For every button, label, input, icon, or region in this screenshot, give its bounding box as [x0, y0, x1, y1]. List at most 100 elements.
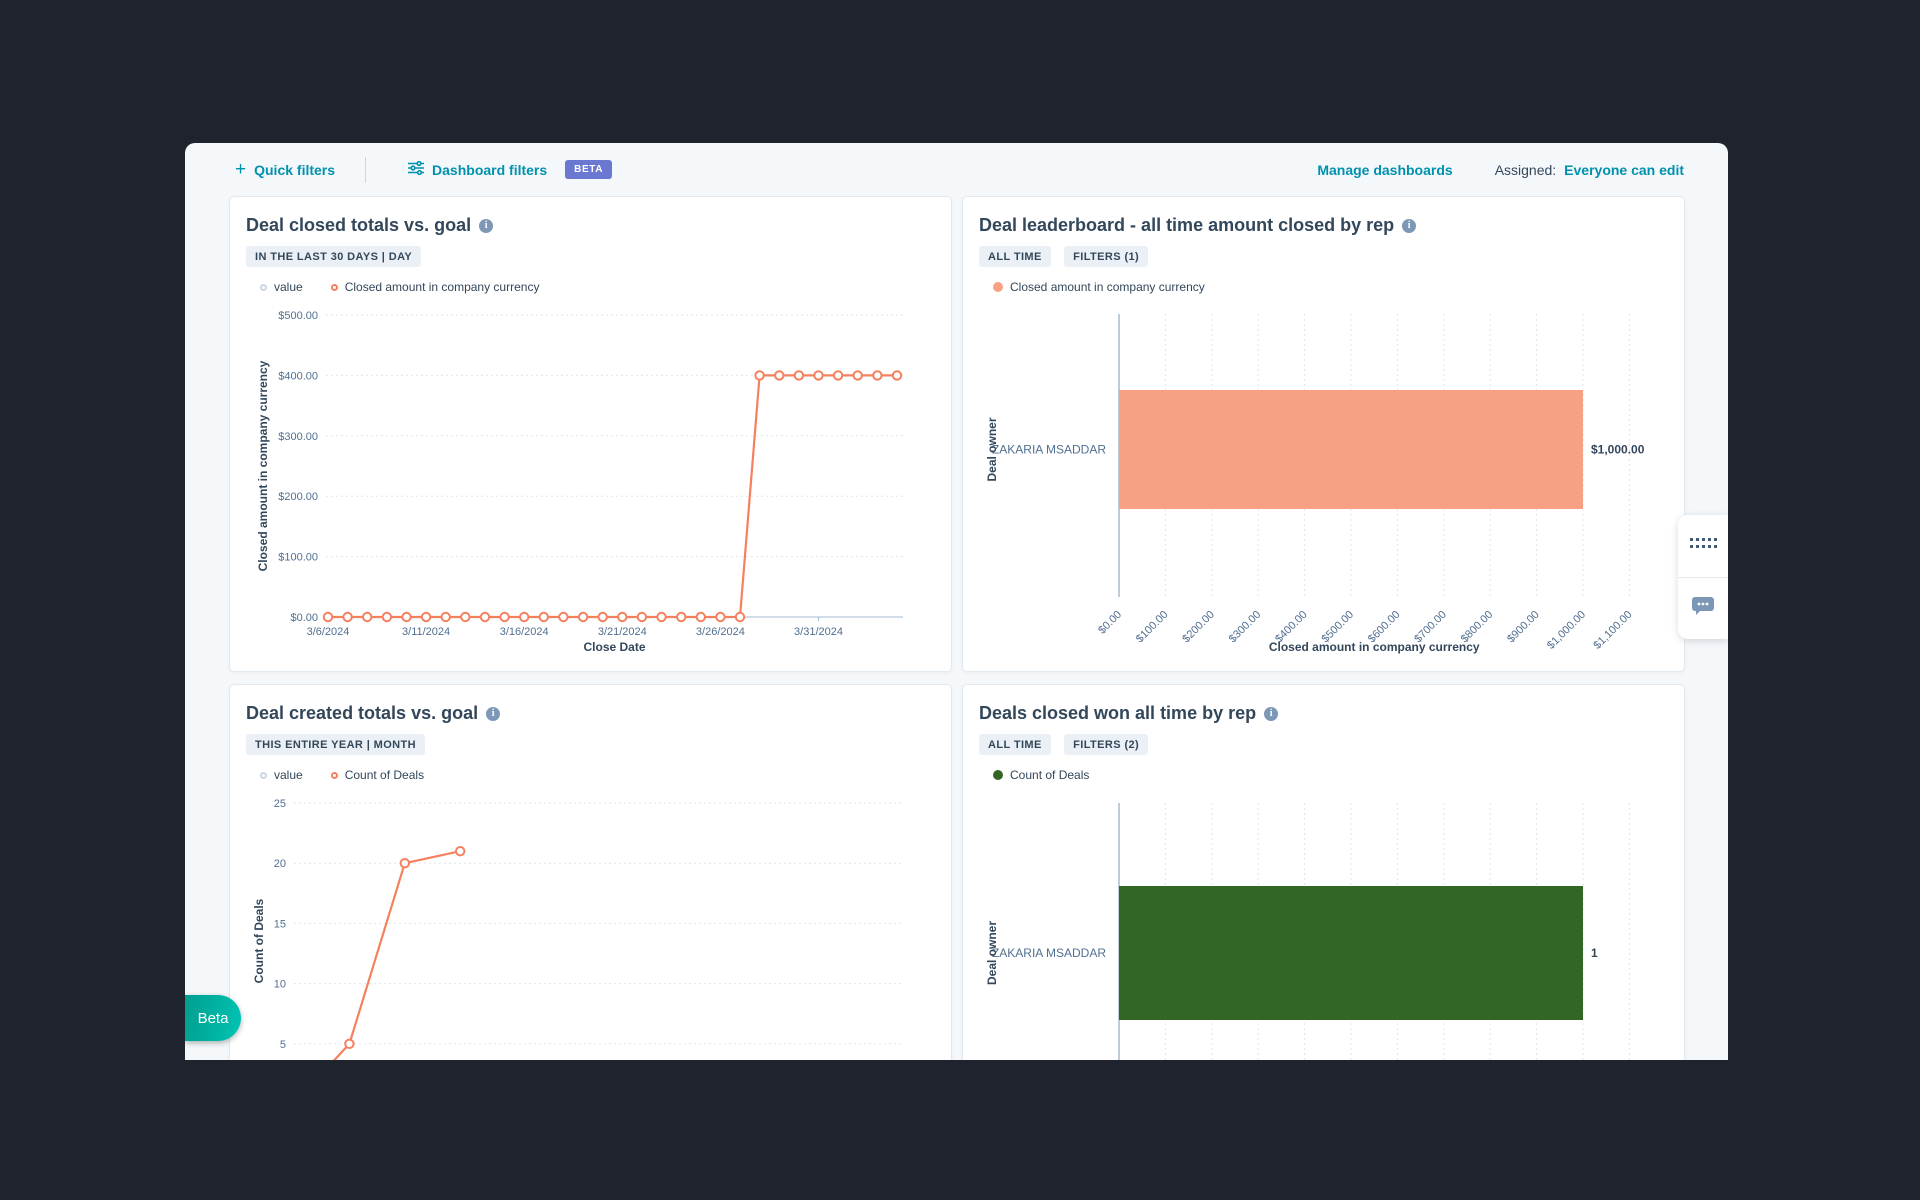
info-icon[interactable]: i: [479, 218, 494, 233]
date-range-chip: ALL TIME: [979, 246, 1051, 267]
legend-marker-icon: [260, 771, 267, 779]
svg-text:5: 5: [280, 1039, 286, 1051]
svg-text:$200.00: $200.00: [1180, 609, 1217, 646]
svg-text:$300.00: $300.00: [278, 431, 318, 443]
comments-button[interactable]: [1678, 577, 1728, 639]
sliders-icon: [408, 160, 425, 178]
beta-pill-button[interactable]: Beta: [185, 995, 241, 1041]
beta-pill-label: Beta: [197, 1009, 229, 1027]
grid-dots-icon: [1689, 537, 1717, 555]
chart-legend: Closed amount in company currency: [993, 280, 1670, 294]
card-title: Deals closed won all time by rep: [979, 703, 1257, 723]
toolbar-divider: [365, 156, 367, 183]
svg-text:Deal owner: Deal owner: [985, 417, 999, 481]
toolbar-right-group: Manage dashboards Assigned: Everyone can…: [1317, 162, 1684, 178]
svg-text:Count of Deals: Count of Deals: [252, 898, 266, 983]
legend-item-value[interactable]: value: [260, 768, 303, 782]
svg-text:1: 1: [1591, 946, 1598, 960]
info-icon[interactable]: i: [486, 706, 501, 721]
svg-text:3/26/2024: 3/26/2024: [696, 626, 745, 638]
line-chart-canvas[interactable]: $500.00 $400.00 $300.00 $200.00 $100.00 $0.00…: [244, 303, 939, 655]
legend-label: Closed amount in company currency: [1010, 280, 1205, 294]
legend-marker-icon: [993, 282, 1003, 292]
svg-text:20: 20: [274, 858, 286, 870]
chart-legend: Count of Deals: [993, 768, 1670, 782]
legend-item-value[interactable]: value: [260, 280, 303, 294]
svg-text:$100.00: $100.00: [278, 552, 318, 564]
svg-text:25: 25: [274, 798, 286, 810]
card-title: Deal leaderboard - all time amount close…: [979, 215, 1395, 235]
filters-chip[interactable]: FILTERS (2): [1064, 734, 1149, 755]
svg-text:$500.00: $500.00: [278, 310, 318, 322]
svg-text:15: 15: [274, 918, 286, 930]
floating-action-rail: [1678, 515, 1728, 639]
svg-text:$400.00: $400.00: [278, 370, 318, 382]
svg-text:$200.00: $200.00: [278, 491, 318, 503]
svg-text:3/11/2024: 3/11/2024: [402, 626, 450, 638]
legend-marker-icon: [330, 771, 338, 779]
info-icon[interactable]: i: [1402, 218, 1417, 233]
legend-label: Closed amount in company currency: [344, 280, 540, 294]
legend-item-count-of-deals[interactable]: Count of Deals: [330, 768, 425, 782]
svg-text:Deal owner: Deal owner: [985, 921, 999, 985]
chart-legend: value Count of Deals: [260, 768, 937, 782]
legend-item-count-of-deals[interactable]: Count of Deals: [993, 768, 1089, 782]
svg-text:$300.00: $300.00: [1227, 609, 1264, 646]
drag-handle-button[interactable]: [1678, 515, 1728, 577]
svg-text:$100.00: $100.00: [1134, 609, 1171, 646]
svg-text:$1,100.00: $1,100.00: [1591, 609, 1634, 652]
svg-text:$900.00: $900.00: [1505, 609, 1542, 646]
legend-item-closed-amount[interactable]: Closed amount in company currency: [330, 280, 540, 294]
report-grid: Deal closed totals vs. goal i IN THE LAS…: [229, 196, 1685, 1060]
legend-label: Count of Deals: [344, 768, 425, 782]
dashboard-filters-label: Dashboard filters: [432, 161, 548, 178]
date-range-chip: THIS ENTIRE YEAR | MONTH: [246, 734, 425, 755]
info-icon[interactable]: i: [1264, 706, 1279, 721]
date-range-chip: IN THE LAST 30 DAYS | DAY: [246, 246, 422, 267]
report-card-deal-leaderboard: Deal leaderboard - all time amount close…: [962, 196, 1685, 672]
legend-marker-icon: [260, 283, 267, 291]
date-range-chip: ALL TIME: [979, 734, 1051, 755]
legend-marker-icon: [330, 283, 338, 291]
report-card-deal-created-totals: Deal created totals vs. goal i THIS ENTI…: [229, 684, 952, 1060]
dashboard-toolbar: + Quick filters Dashboard filters BETA M…: [185, 143, 1728, 196]
svg-text:$0.00: $0.00: [290, 612, 318, 624]
report-card-deal-closed-totals: Deal closed totals vs. goal i IN THE LAS…: [229, 196, 952, 672]
legend-item-closed-amount[interactable]: Closed amount in company currency: [993, 280, 1205, 294]
quick-filters-button[interactable]: + Quick filters: [235, 158, 336, 180]
quick-filters-label: Quick filters: [254, 161, 336, 178]
svg-text:10: 10: [274, 979, 286, 991]
svg-text:3/16/2024: 3/16/2024: [500, 626, 549, 638]
assigned-label: Assigned:: [1494, 161, 1557, 178]
svg-text:3/31/2024: 3/31/2024: [794, 626, 843, 638]
bar-chart-canvas[interactable]: $0.00 $100.00 $200.00 $300.00 $400.00 $500.00…: [977, 303, 1672, 655]
svg-text:$1,000.00: $1,000.00: [1545, 609, 1588, 652]
dashboard-filters-button[interactable]: Dashboard filters BETA: [408, 160, 613, 179]
svg-text:3/21/2024: 3/21/2024: [598, 626, 647, 638]
assigned-value-link[interactable]: Everyone can edit: [1564, 161, 1684, 178]
chart-legend: value Closed amount in company currency: [260, 280, 937, 294]
svg-text:3/6/2024: 3/6/2024: [307, 626, 350, 638]
svg-text:ZAKARIA MSADDAR: ZAKARIA MSADDAR: [992, 946, 1106, 960]
plus-icon: +: [235, 158, 247, 180]
svg-text:$1,000.00: $1,000.00: [1591, 443, 1645, 457]
line-chart-canvas[interactable]: 25 20 15 10 5 Count of Deals: [244, 791, 939, 1060]
legend-label: value: [274, 768, 303, 782]
svg-text:ZAKARIA MSADDAR: ZAKARIA MSADDAR: [992, 443, 1106, 457]
svg-text:Closed amount in company curre: Closed amount in company currency: [256, 360, 270, 571]
report-card-deals-closed-won: Deals closed won all time by rep i ALL T…: [962, 684, 1685, 1060]
manage-dashboards-link[interactable]: Manage dashboards: [1317, 161, 1453, 178]
card-title: Deal closed totals vs. goal: [246, 215, 472, 235]
svg-text:Closed amount in company curre: Closed amount in company currency: [1269, 640, 1480, 654]
filters-chip[interactable]: FILTERS (1): [1064, 246, 1149, 267]
card-title: Deal created totals vs. goal: [246, 703, 479, 723]
comment-bubble-icon: [1691, 596, 1715, 621]
beta-badge: BETA: [565, 160, 613, 179]
legend-label: value: [274, 280, 303, 294]
svg-text:$0.00: $0.00: [1096, 609, 1124, 637]
legend-marker-icon: [993, 770, 1003, 780]
legend-label: Count of Deals: [1010, 768, 1090, 782]
dashboard-surface: + Quick filters Dashboard filters BETA M…: [185, 143, 1728, 1060]
svg-text:Close Date: Close Date: [583, 640, 645, 654]
